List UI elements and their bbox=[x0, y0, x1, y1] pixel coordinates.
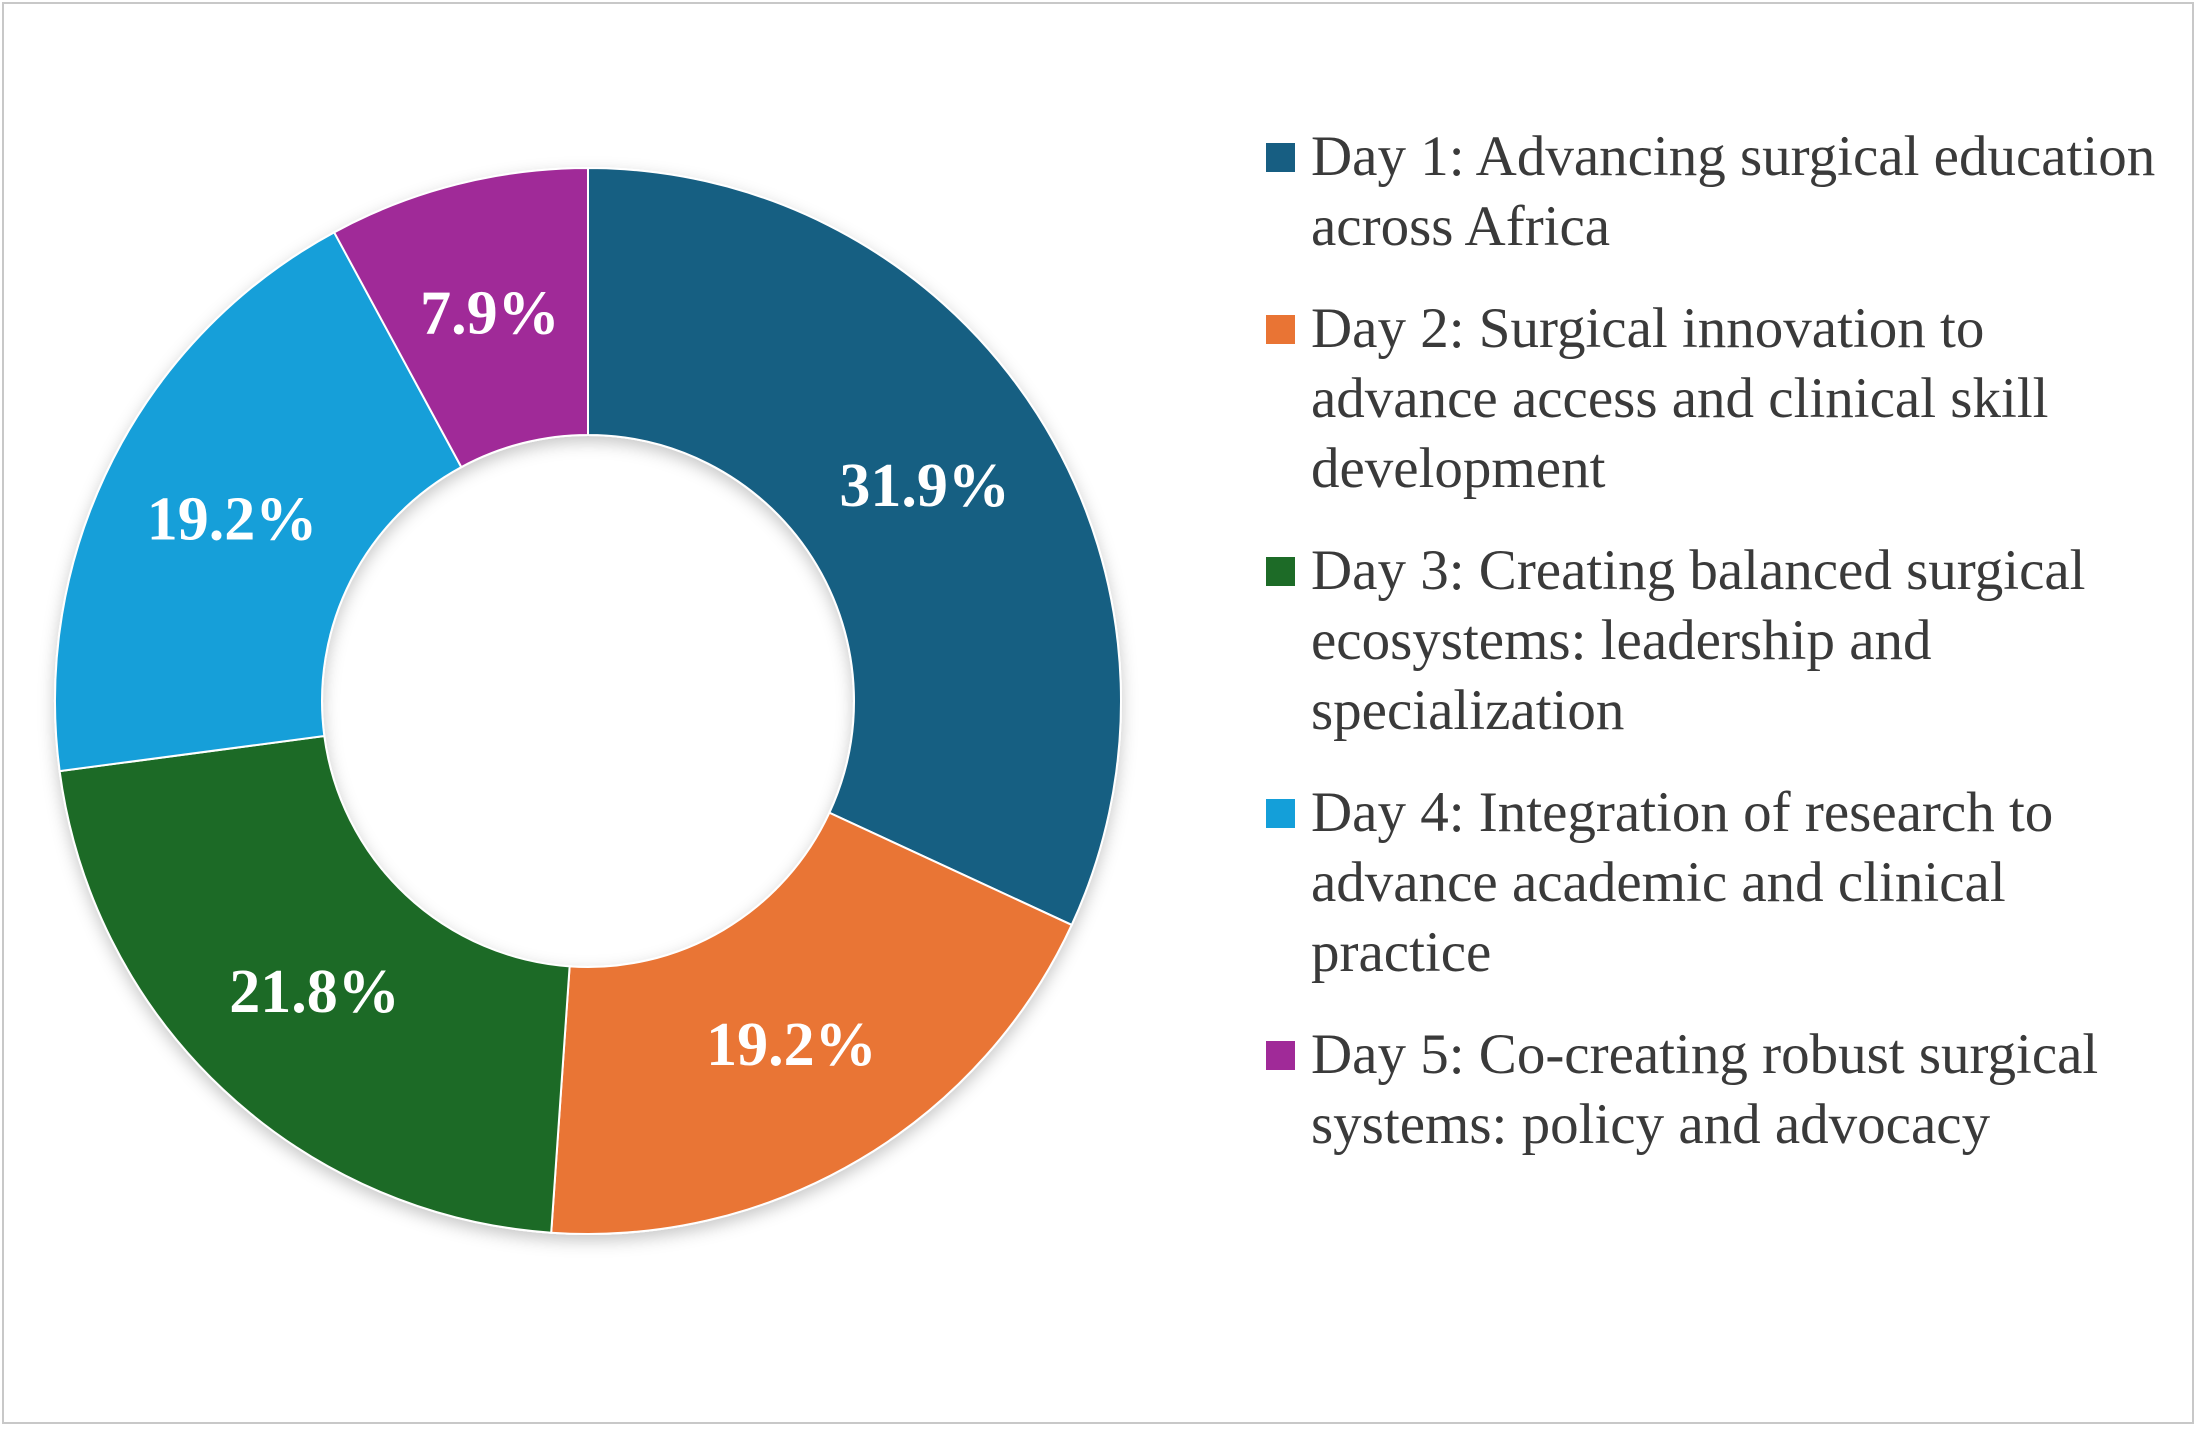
legend-swatch bbox=[1266, 143, 1295, 172]
legend-label: Day 1: Advancing surgical education acro… bbox=[1311, 125, 2156, 258]
legend-item-day-5: Day 5: Co-creating robust surgical syste… bbox=[1266, 1020, 2166, 1160]
donut-slice-day-4 bbox=[54, 230, 463, 773]
legend-label: Day 4: Integration of research to advanc… bbox=[1311, 781, 2054, 984]
legend-label: Day 5: Co-creating robust surgical syste… bbox=[1311, 1023, 2099, 1156]
legend-item-day-3: Day 3: Creating balanced surgical ecosys… bbox=[1266, 536, 2166, 746]
legend-swatch bbox=[1266, 315, 1295, 344]
donut-slice-day-3 bbox=[58, 734, 571, 1234]
legend-swatch bbox=[1266, 557, 1295, 586]
legend-swatch bbox=[1266, 799, 1295, 828]
donut-chart: 31.9% 19.2% 21.8% 19.2% 7.9% bbox=[54, 166, 1122, 1236]
legend-item-day-2: Day 2: Surgical innovation to advance ac… bbox=[1266, 294, 2166, 504]
slice-label-day-1: 31.9% bbox=[839, 452, 1010, 520]
legend-label: Day 3: Creating balanced surgical ecosys… bbox=[1311, 539, 2086, 742]
slice-label-day-5: 7.9% bbox=[420, 280, 560, 348]
slice-label-day-3: 21.8% bbox=[229, 958, 400, 1026]
legend-label: Day 2: Surgical innovation to advance ac… bbox=[1311, 297, 2049, 500]
donut-slice-day-1 bbox=[587, 166, 1122, 927]
legend: Day 1: Advancing surgical education acro… bbox=[1266, 122, 2166, 1160]
legend-swatch bbox=[1266, 1041, 1295, 1070]
donut-slice-day-5 bbox=[332, 166, 589, 469]
donut-slice-day-2 bbox=[550, 811, 1074, 1236]
slice-label-day-4: 19.2% bbox=[147, 486, 318, 554]
slice-label-day-2: 19.2% bbox=[706, 1011, 877, 1079]
legend-item-day-1: Day 1: Advancing surgical education acro… bbox=[1266, 122, 2166, 262]
legend-item-day-4: Day 4: Integration of research to advanc… bbox=[1266, 778, 2166, 988]
